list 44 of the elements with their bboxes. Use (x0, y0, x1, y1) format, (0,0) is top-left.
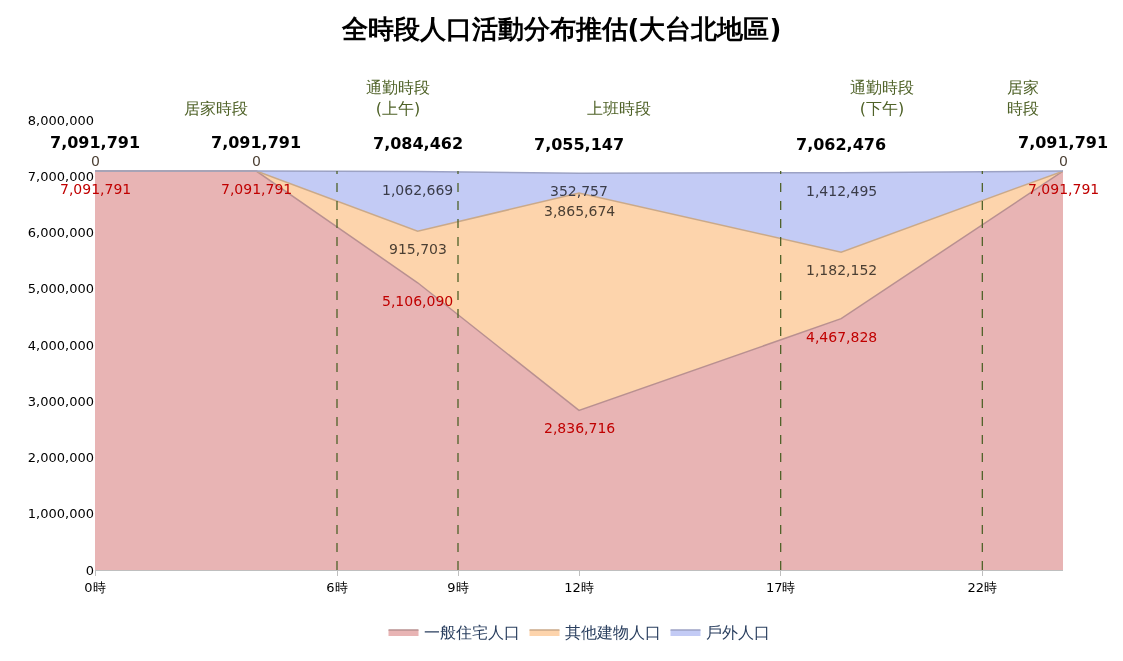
x-tick-label: 9時 (447, 579, 469, 595)
y-tick-label: 2,000,000 (27, 450, 94, 466)
data-label: 7,091,791 (211, 133, 302, 152)
text: 居家時段 (1007, 78, 1039, 118)
total-label: 7,055,147 (534, 135, 625, 154)
text: 上班時段 (587, 99, 651, 118)
text: 通勤時段 (上午) (366, 78, 430, 118)
text: 居家時段 (184, 99, 248, 118)
data-label: 7,091,791 (1018, 133, 1109, 152)
legend-label: 一般住宅人口 (423, 623, 520, 643)
data-label: 1,182,152 (806, 262, 878, 278)
text: 通勤時段 (下午) (850, 78, 914, 118)
data-label: 7,091,791 (50, 133, 141, 152)
total-label: 7,084,462 (373, 134, 464, 153)
y-tick-label: 5,000,000 (27, 281, 94, 297)
data-label: 3,865,674 (544, 203, 616, 219)
total-label: 7,091,791 (221, 181, 293, 197)
y-tick-label: 8,000,000 (27, 112, 94, 128)
data-label: 4,467,828 (806, 329, 878, 345)
data-label: 0 (252, 153, 261, 169)
x-tick-label: 12時 (564, 579, 594, 595)
data-label: 1,412,495 (806, 183, 878, 199)
total-label: 7,062,476 (796, 135, 887, 154)
x-tick-label: 6時 (326, 579, 348, 595)
x-tick-label: 22時 (967, 579, 998, 595)
chart-title: 全時段人口活動分布推估(大台北地區) (340, 14, 782, 45)
data-label: 915,703 (389, 241, 447, 257)
data-label: 352,757 (550, 183, 608, 199)
y-tick-label: 0 (85, 562, 94, 578)
data-label: 2,836,716 (544, 420, 616, 436)
total-label: 7,091,791 (60, 181, 132, 197)
data-label: 0 (1059, 153, 1068, 169)
data-label: 5,106,090 (382, 293, 454, 309)
total-label: 7,091,791 (1028, 181, 1100, 197)
legend-label: 其他建物人口 (564, 623, 661, 643)
y-tick-label: 1,000,000 (27, 506, 94, 522)
y-tick-label: 6,000,000 (27, 225, 94, 241)
legend-label: 戶外人口 (705, 623, 770, 643)
y-tick-label: 7,000,000 (27, 168, 94, 184)
x-tick-label: 17時 (765, 579, 796, 595)
y-tick-label: 3,000,000 (27, 393, 94, 409)
data-label: 1,062,669 (382, 182, 454, 198)
x-tick-label: 0時 (84, 579, 106, 595)
y-tick-label: 4,000,000 (27, 337, 94, 353)
